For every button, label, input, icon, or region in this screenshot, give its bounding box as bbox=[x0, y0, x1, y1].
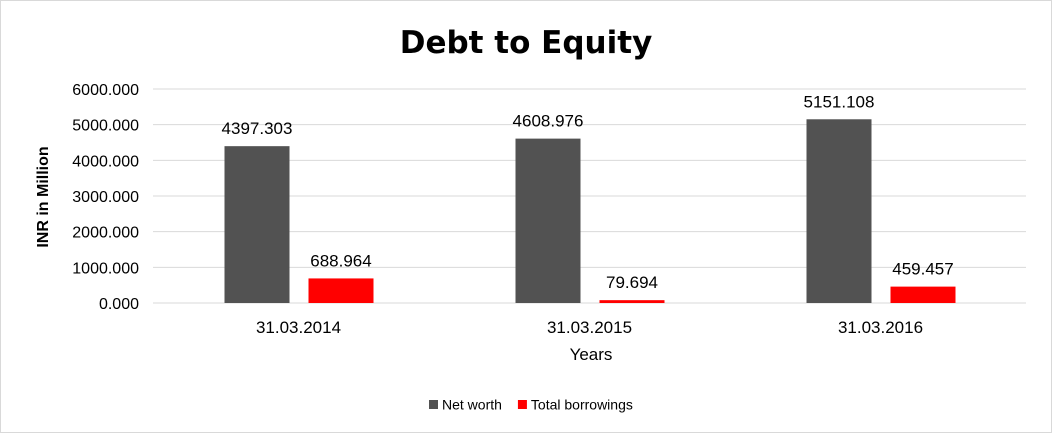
y-tick-label: 1000.000 bbox=[72, 260, 139, 277]
y-axis-title: INR in Million bbox=[35, 146, 52, 247]
y-tick-label: 2000.000 bbox=[72, 225, 139, 242]
x-tick-label: 31.03.2015 bbox=[547, 318, 632, 337]
bar-total-borrowings bbox=[599, 300, 665, 303]
x-axis-title: Years bbox=[570, 345, 613, 364]
y-tick-label: 6000.000 bbox=[72, 82, 139, 99]
legend-swatch bbox=[429, 400, 438, 409]
legend-swatch bbox=[517, 400, 527, 409]
x-tick-label: 31.03.2016 bbox=[838, 318, 923, 337]
bar-net-worth bbox=[224, 146, 290, 303]
data-labels: 4397.303 688.964 4608.976 79.694 5151.108 459… bbox=[222, 92, 954, 292]
legend: Net worth Total borrowings bbox=[429, 397, 633, 413]
y-tick-label: 0.000 bbox=[99, 296, 139, 313]
x-tick-label: 31.03.2014 bbox=[256, 318, 341, 337]
chart-title: Debt to Equity bbox=[400, 25, 653, 61]
data-label: 688.964 bbox=[310, 251, 371, 270]
bar-total-borrowings bbox=[890, 286, 956, 303]
bar-net-worth bbox=[806, 119, 872, 303]
data-label: 4397.303 bbox=[222, 119, 293, 138]
data-label: 79.694 bbox=[606, 273, 658, 292]
bar-total-borrowings bbox=[308, 278, 374, 303]
gridlines bbox=[153, 88, 1026, 304]
bar-net-worth bbox=[515, 138, 581, 303]
legend-label: Total borrowings bbox=[531, 397, 633, 413]
y-axis-ticks: 0.000 1000.000 2000.000 3000.000 4000.000 500… bbox=[72, 82, 139, 313]
data-label: 459.457 bbox=[892, 260, 953, 279]
data-label: 4608.976 bbox=[513, 112, 584, 131]
x-axis-ticks: 31.03.2014 31.03.2015 31.03.2016 bbox=[256, 318, 923, 337]
y-tick-label: 5000.000 bbox=[72, 118, 139, 135]
legend-label: Net worth bbox=[442, 397, 502, 413]
bars bbox=[224, 119, 956, 303]
y-tick-label: 3000.000 bbox=[72, 189, 139, 206]
y-tick-label: 4000.000 bbox=[72, 153, 139, 170]
data-label: 5151.108 bbox=[804, 92, 875, 111]
